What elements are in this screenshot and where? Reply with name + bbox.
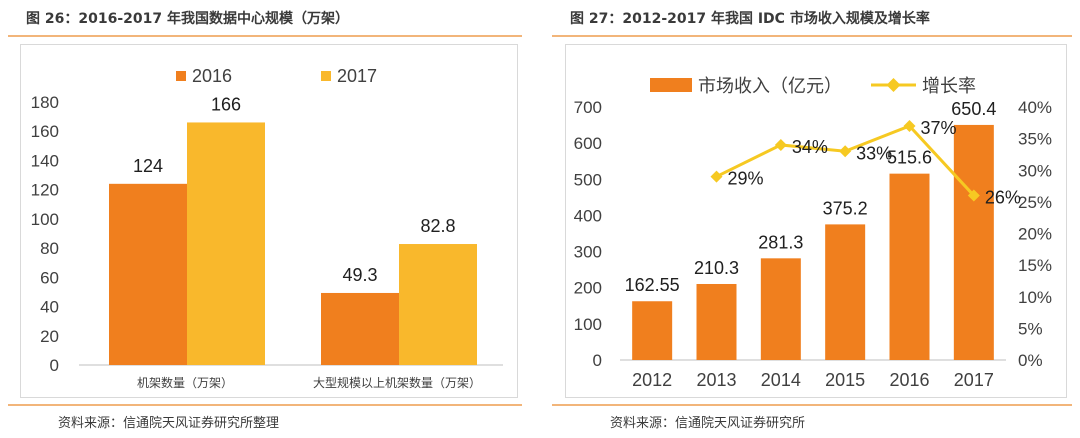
y2-tick-label: 25% (1018, 193, 1052, 212)
legend-label-revenue: 市场收入（亿元） (698, 76, 842, 96)
bar-revenue-2017 (953, 124, 994, 361)
bar-value-label: 162.55 (625, 275, 680, 295)
bar-revenue-2012 (632, 301, 673, 360)
bar-2017-0 (187, 122, 265, 365)
x-category-label: 大型规模以上机架数量（万架） (313, 375, 481, 390)
growth-marker-2013 (710, 170, 723, 183)
bar-value-label: 375.2 (823, 198, 868, 218)
left-chart: 0 20 40 60 80 100 120 140 160 180 2016 2017 124 166 机架… (31, 66, 503, 390)
legend-swatch-revenue (650, 78, 692, 92)
y-tick-label: 140 (31, 151, 59, 170)
legend-marker-growth (886, 78, 901, 92)
left-source-note: 资料来源：信通院天风证券研究所整理 (58, 416, 280, 431)
y-tick-label: 20 (40, 327, 59, 346)
y-tick-label: 500 (574, 170, 602, 189)
y2-tick-label: 30% (1018, 161, 1052, 180)
x-category-label: 机架数量（万架） (137, 375, 233, 390)
bar-revenue-2013 (696, 283, 737, 360)
left-chart-title: 图 26：2016-2017 年我国数据中心规模（万架） (26, 11, 349, 27)
x-category-label: 2013 (696, 370, 736, 390)
bar-2016-0 (109, 183, 187, 365)
y2-tick-label: 20% (1018, 225, 1052, 244)
bar-value-label: 281.3 (758, 232, 803, 252)
bar-value-label: 210.3 (694, 258, 739, 278)
x-category-label: 2015 (825, 370, 865, 390)
right-source-rule (552, 404, 1072, 406)
x-category-label: 2016 (889, 370, 929, 390)
growth-marker-2016 (903, 119, 916, 132)
bar-value-label: 650.4 (951, 99, 996, 119)
y-tick-label: 200 (574, 279, 602, 298)
growth-marker-2015 (839, 145, 852, 158)
growth-marker-2014 (774, 138, 787, 151)
y-tick-label: 160 (31, 122, 59, 141)
y-tick-label: 400 (574, 206, 602, 225)
right-chart: 0 100 200 300 400 500 600 700 0% 5% 10% 15% 20% 25% 30… (574, 76, 1052, 390)
x-category-label: 2014 (761, 370, 801, 390)
right-source-note: 资料来源：信通院天风证券研究所 (610, 416, 806, 431)
bar-2016-1 (321, 292, 399, 365)
legend-label-2016: 2016 (192, 66, 232, 86)
left-chart-frame: 0 20 40 60 80 100 120 140 160 180 2016 2017 124 166 机架… (20, 44, 518, 398)
y-tick-label: 700 (574, 98, 602, 117)
bar-value-label: 124 (133, 156, 163, 176)
x-category-label: 2012 (632, 370, 672, 390)
growth-marker-2017 (967, 189, 980, 202)
y-tick-label: 40 (40, 298, 59, 317)
legend-swatch-2016 (176, 71, 186, 81)
bar-value-label: 166 (211, 94, 241, 114)
legend-label-2017: 2017 (337, 66, 377, 86)
growth-value-label: 29% (728, 169, 764, 189)
growth-value-label: 34% (792, 137, 828, 157)
y-tick-label: 180 (31, 93, 59, 112)
legend-label-growth: 增长率 (922, 76, 976, 96)
y-tick-label: 0 (50, 356, 59, 375)
y-tick-label: 600 (574, 134, 602, 153)
right-chart-title: 图 27：2012-2017 年我国 IDC 市场收入规模及增长率 (570, 11, 930, 27)
growth-value-label: 37% (921, 118, 957, 138)
y-tick-label: 100 (31, 210, 59, 229)
bar-value-label: 49.3 (342, 265, 377, 285)
legend-swatch-2017 (321, 71, 331, 81)
bar-value-label: 515.6 (887, 148, 932, 168)
y2-tick-label: 35% (1018, 130, 1052, 149)
right-chart-frame: 0 100 200 300 400 500 600 700 0% 5% 10% 15% 20% 25% 30… (565, 44, 1067, 398)
y-tick-label: 120 (31, 181, 59, 200)
y2-tick-label: 0% (1018, 351, 1043, 370)
left-source-rule (8, 404, 522, 406)
y2-tick-label: 5% (1018, 319, 1043, 338)
bar-value-label: 82.8 (420, 216, 455, 236)
x-category-label: 2017 (954, 370, 994, 390)
bar-revenue-2015 (825, 224, 866, 360)
bar-revenue-2014 (760, 258, 801, 360)
growth-value-label: 33% (856, 143, 892, 163)
bar-revenue-2016 (889, 173, 930, 360)
y2-tick-label: 10% (1018, 288, 1052, 307)
growth-value-label: 26% (985, 188, 1021, 208)
y-tick-label: 60 (40, 268, 59, 287)
y2-tick-label: 40% (1018, 98, 1052, 117)
y2-tick-label: 15% (1018, 256, 1052, 275)
y-tick-label: 80 (40, 239, 59, 258)
left-title-rule (8, 35, 522, 37)
y-tick-label: 300 (574, 243, 602, 262)
y-tick-label: 100 (574, 315, 602, 334)
y-tick-label: 0 (593, 351, 602, 370)
right-title-rule (552, 35, 1072, 37)
bar-2017-1 (399, 244, 477, 365)
